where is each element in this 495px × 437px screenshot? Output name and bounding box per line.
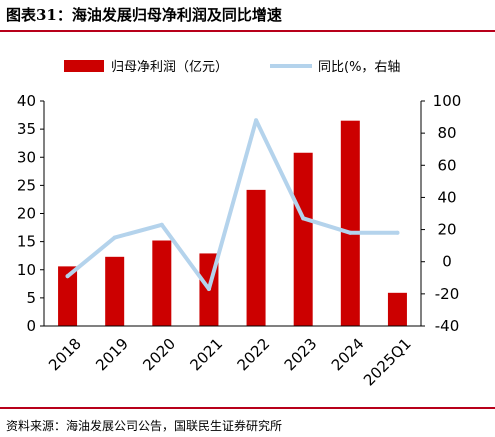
bar-2023: [293, 152, 313, 326]
left-axis-tick-label: 0: [26, 317, 36, 335]
figure-footer: 资料来源：海油发展公司公告，国联民生证券研究所: [0, 405, 495, 437]
right-axis-tick-label: -40: [435, 317, 460, 335]
left-axis-tick-label: 20: [17, 205, 36, 223]
legend-label-line: 同比(%，右轴: [318, 60, 400, 75]
x-tick-label: 2020: [139, 335, 179, 375]
left-axis-tick-label: 40: [17, 92, 36, 110]
legend-swatch-bar: [64, 60, 104, 72]
x-tick-label: 2023: [281, 335, 321, 375]
source-note: 资料来源：海油发展公司公告，国联民生证券研究所: [6, 419, 283, 433]
left-axis: 0 5 10 15 20 25 30 35 40: [17, 92, 45, 335]
left-axis-tick-label: 35: [17, 120, 36, 138]
yoy-growth-line: [65, 118, 400, 291]
left-axis-tick-label: 10: [17, 261, 36, 279]
x-tick-label: 2019: [92, 335, 132, 375]
left-axis-tick-label: 5: [26, 289, 36, 307]
right-axis-tick-label: -20: [435, 285, 460, 303]
line-point-2020: [159, 222, 164, 227]
bar-2018: [58, 266, 78, 326]
bar-2025Q1: [387, 292, 407, 326]
figure-title: 图表31：海油发展归母净利润及同比增速: [6, 6, 282, 24]
x-tick-label: 2024: [328, 335, 368, 375]
right-axis-tick-label: 0: [442, 253, 452, 271]
line-series: [65, 118, 400, 292]
left-axis-tick-label: 25: [17, 176, 36, 194]
bar-series: [58, 120, 407, 326]
right-axis-tick-label: 20: [437, 221, 456, 239]
x-tick-label: 2018: [45, 335, 85, 375]
legend: 归母净利润（亿元） 同比(%，右轴: [64, 60, 400, 75]
combo-chart: 归母净利润（亿元） 同比(%，右轴 0 5 10 15 20 25 30 35 40 -40 -20…: [17, 60, 462, 390]
line-point-2023: [301, 216, 306, 221]
right-axis-tick-label: 60: [437, 156, 456, 174]
left-axis-tick-label: 15: [17, 233, 36, 251]
line-point-2022: [254, 118, 259, 123]
right-axis-tick-label: 40: [437, 188, 456, 206]
line-point-2019: [112, 235, 117, 240]
line-point-2024: [348, 230, 353, 235]
left-axis-tick-label: 30: [17, 148, 36, 166]
figure-header: 图表31：海油发展归母净利润及同比增速: [0, 0, 495, 34]
bar-2022: [246, 189, 266, 326]
right-axis-tick-label: 100: [433, 92, 462, 110]
bar-2019: [105, 256, 125, 326]
chart-area: 归母净利润（亿元） 同比(%，右轴 0 5 10 15 20 25 30 35 40 -40 -20…: [0, 34, 495, 405]
right-axis: -40 -20 0 20 40 60 80 100: [420, 92, 462, 335]
bar-2024: [340, 120, 360, 326]
source-divider: [0, 407, 495, 409]
right-axis-tick-label: 80: [437, 124, 456, 142]
bar-2020: [152, 240, 172, 326]
legend-label-bar: 归母净利润（亿元）: [111, 60, 228, 75]
title-divider: [0, 30, 495, 32]
line-point-2021: [206, 287, 211, 292]
x-tick-label: 2025Q1: [360, 335, 415, 390]
line-point-2018: [65, 274, 70, 279]
x-tick-label: 2022: [234, 335, 274, 375]
line-point-2025Q1: [395, 230, 400, 235]
x-tick-label: 2021: [187, 335, 227, 375]
